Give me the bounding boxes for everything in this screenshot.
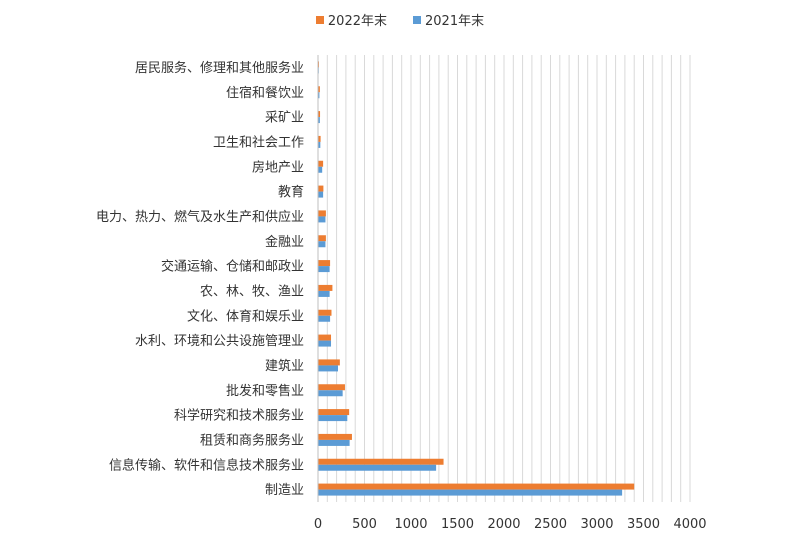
x-tick-label: 1000 <box>394 517 427 532</box>
bar-2022 <box>318 458 444 465</box>
category-label: 农、林、牧、渔业 <box>200 284 304 299</box>
bar-2022 <box>318 384 345 391</box>
bar-2022 <box>318 359 340 366</box>
legend: 2022年末 2021年末 <box>0 10 800 29</box>
x-tick-label: 4000 <box>673 517 706 532</box>
bar-2021 <box>318 365 338 372</box>
x-tick-label: 1500 <box>441 517 474 532</box>
bar-2021 <box>318 290 330 297</box>
category-label: 居民服务、修理和其他服务业 <box>135 60 304 76</box>
bar-2021 <box>318 141 321 148</box>
bar-2021 <box>318 415 348 422</box>
bar-2021 <box>318 340 332 347</box>
bar-2022 <box>318 409 350 416</box>
bar-2022 <box>318 284 333 291</box>
category-label: 电力、热力、燃气及水生产和供应业 <box>96 209 304 225</box>
bar-2021 <box>318 315 331 322</box>
bar-2022 <box>318 160 324 167</box>
category-label: 建筑业 <box>265 358 304 374</box>
x-tick-label: 0 <box>314 517 322 532</box>
bar-2021 <box>318 390 343 397</box>
bar-2021 <box>318 117 320 124</box>
bar-2021 <box>318 92 320 99</box>
bar-2021 <box>318 191 324 198</box>
bar-2021 <box>318 266 330 273</box>
legend-item-2021: 2021年末 <box>413 10 484 29</box>
category-label: 租赁和商务服务业 <box>200 432 304 448</box>
bar-2021 <box>318 166 323 173</box>
bar-2022 <box>318 111 321 118</box>
bar-2021 <box>318 489 623 496</box>
bar-2021 <box>318 439 350 446</box>
bar-2022 <box>318 185 324 192</box>
category-label: 交通运输、仓储和邮政业 <box>161 259 304 275</box>
legend-swatch-2022 <box>315 15 324 24</box>
bar-2021 <box>318 241 326 248</box>
category-label: 房地产业 <box>252 159 304 175</box>
category-label: 教育 <box>278 184 304 200</box>
bar-2022 <box>318 334 332 341</box>
x-tick-label: 2000 <box>487 517 520 532</box>
bar-2022 <box>318 483 635 490</box>
bar-2021 <box>318 464 437 471</box>
category-label: 信息传输、软件和信息技术服务业 <box>109 457 304 473</box>
category-label: 住宿和餐饮业 <box>226 85 304 101</box>
x-tick-label: 3500 <box>627 517 660 532</box>
x-tick-label: 500 <box>352 517 377 532</box>
bar-2022 <box>318 86 320 93</box>
category-label: 文化、体育和娱乐业 <box>187 308 304 324</box>
x-tick-label: 3000 <box>580 517 613 532</box>
category-label: 采矿业 <box>265 111 304 126</box>
category-label: 科学研究和技术服务业 <box>174 408 304 424</box>
category-label: 水利、环境和公共设施管理业 <box>135 334 304 349</box>
bar-2022 <box>318 210 326 217</box>
category-label: 卫生和社会工作 <box>213 134 304 150</box>
bar-2021 <box>318 216 326 223</box>
bar-2022 <box>318 260 331 267</box>
legend-label-2022: 2022年末 <box>327 14 387 29</box>
legend-swatch-2021 <box>413 15 421 24</box>
category-label: 金融业 <box>265 234 304 250</box>
legend-item-2022: 2022年末 <box>315 10 387 29</box>
bar-2022 <box>318 309 332 316</box>
bar-2022 <box>318 433 352 440</box>
legend-label-2021: 2021年末 <box>425 14 485 29</box>
category-label: 制造业 <box>265 483 304 498</box>
x-tick-label: 2500 <box>534 517 567 532</box>
category-label: 批发和零售业 <box>226 383 304 399</box>
bar-2022 <box>318 235 326 242</box>
bar-2022 <box>318 135 321 142</box>
